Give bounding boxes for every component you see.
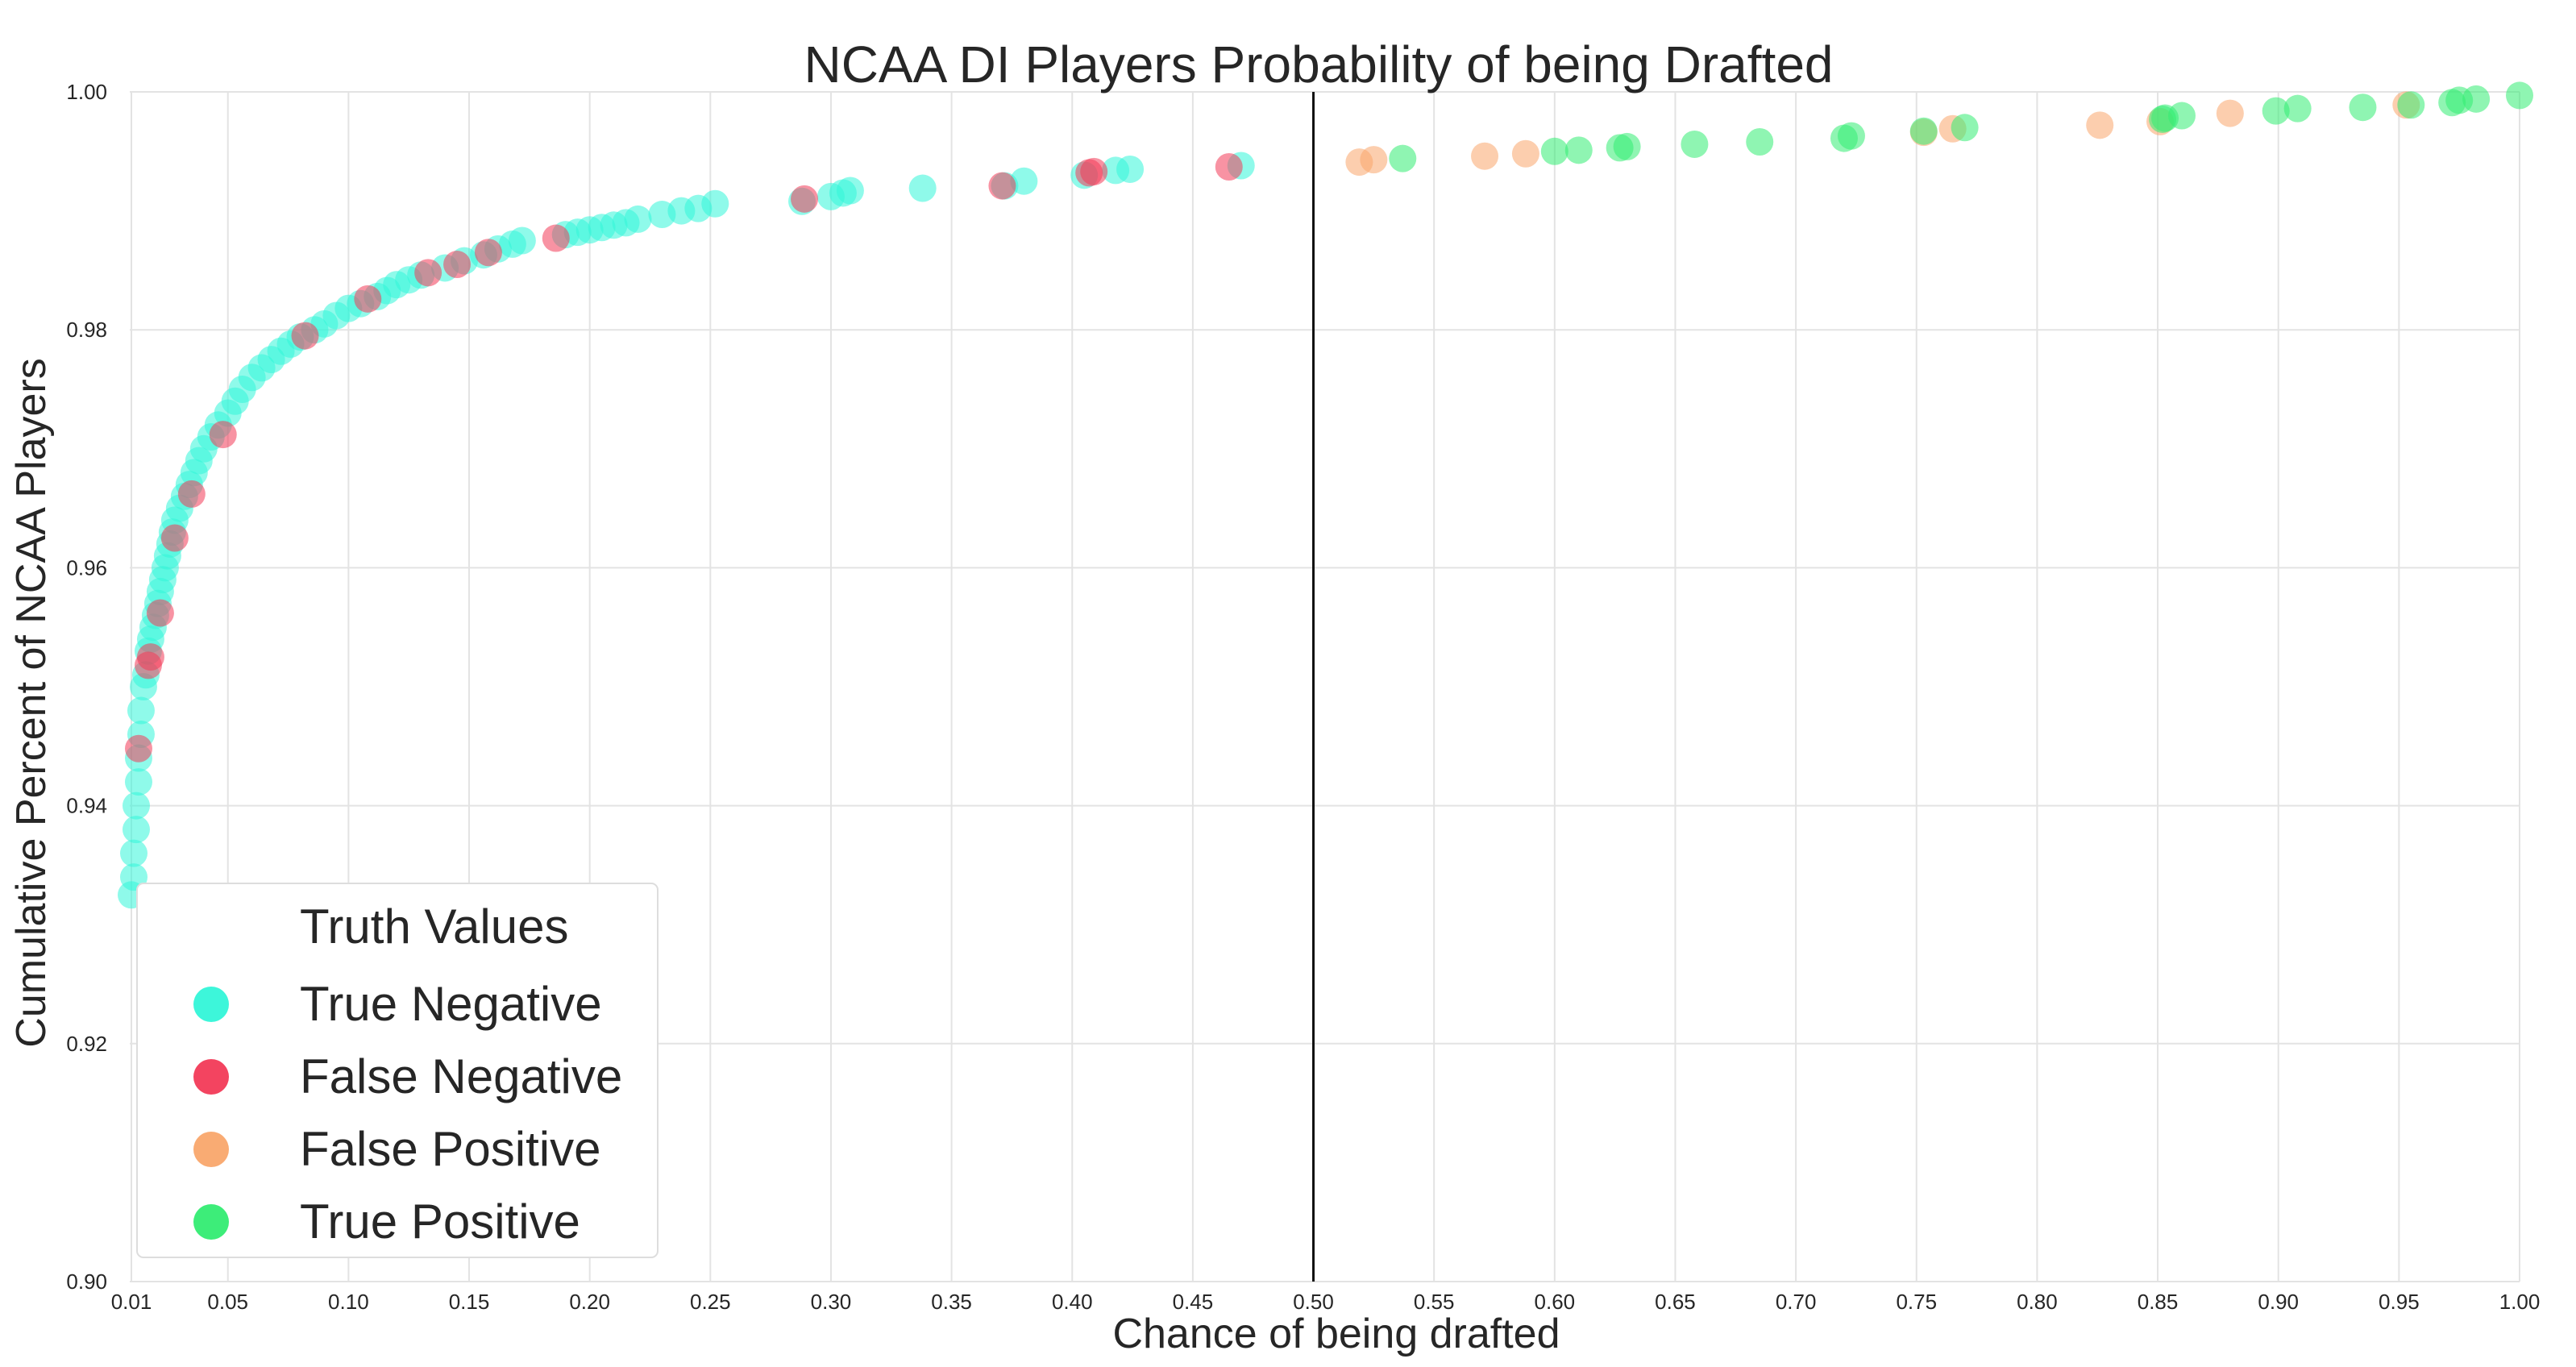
true-positive-legend-label: True Positive	[300, 1195, 580, 1249]
true-positive-point	[2167, 102, 2196, 130]
true-positive-point	[1389, 144, 1417, 172]
false-positive-point	[2216, 99, 2244, 127]
false-negative-point	[474, 239, 502, 267]
y-tick-label: 0.90	[66, 1269, 107, 1294]
x-tick-label: 0.50	[1293, 1290, 1334, 1314]
true-negative-legend-label: True Negative	[300, 977, 602, 1031]
true-negative-point	[1116, 155, 1145, 183]
x-tick-labels: 0.01 0.05 0.10 0.15 0.20 0.25 0.30 0.35 0.40 0.45…	[111, 1290, 2541, 1314]
true-positive-point	[2262, 97, 2290, 125]
false-positive-point	[1471, 142, 1499, 170]
false-negative-point	[414, 259, 442, 287]
false-negative-legend-marker	[193, 1059, 229, 1095]
true-negative-legend-marker	[193, 987, 229, 1022]
true-negative-point	[908, 174, 937, 202]
x-tick-label: 0.85	[2138, 1290, 2179, 1314]
x-tick-label: 1.00	[2499, 1290, 2541, 1314]
false-positive-legend-label: False Positive	[300, 1122, 600, 1176]
true-positive-point	[1909, 117, 1938, 145]
true-negative-point	[122, 816, 150, 844]
chart-title: NCAA DI Players Probability of being Dra…	[804, 35, 1833, 93]
x-tick-label: 0.80	[2017, 1290, 2058, 1314]
true-negative-point	[122, 792, 150, 820]
true-negative-point	[127, 696, 155, 725]
true-negative-point	[701, 189, 729, 218]
true-positive-point	[1540, 137, 1568, 165]
x-tick-label: 0.30	[811, 1290, 852, 1314]
grid-lines	[130, 91, 2520, 1282]
false-negative-point	[443, 251, 472, 279]
x-tick-label: 0.60	[1535, 1290, 1576, 1314]
x-tick-label: 0.90	[2258, 1290, 2299, 1314]
false-negative-point	[136, 643, 164, 671]
false-positive-legend-marker	[193, 1132, 229, 1167]
y-tick-label: 0.96	[66, 555, 107, 580]
x-tick-label: 0.65	[1655, 1290, 1696, 1314]
true-positive-point	[2283, 94, 2312, 123]
false-negative-point	[124, 734, 152, 762]
true-positive-point	[2349, 93, 2377, 122]
false-negative-point	[1215, 152, 1243, 181]
y-tick-label: 1.00	[66, 80, 107, 104]
x-tick-label: 0.70	[1776, 1290, 1817, 1314]
true-positive-point	[2462, 85, 2491, 113]
true-positive-point	[1951, 114, 1979, 142]
false-negative-point	[291, 322, 319, 350]
false-negative-legend-label: False Negative	[300, 1049, 622, 1103]
true-negative-point	[836, 177, 864, 205]
points-layer	[118, 81, 2533, 909]
false-negative-point	[354, 285, 382, 313]
false-negative-point	[1080, 157, 1108, 185]
x-tick-label: 0.10	[328, 1290, 369, 1314]
x-tick-label: 0.15	[449, 1290, 490, 1314]
true-positive-legend-marker	[193, 1204, 229, 1240]
false-negative-point	[988, 172, 1016, 200]
true-positive-point	[1613, 132, 1641, 160]
false-positive-point	[1511, 139, 1539, 168]
x-axis-label: Chance of being drafted	[1112, 1311, 1560, 1357]
y-tick-label: 0.98	[66, 318, 107, 342]
true-negative-point	[508, 226, 536, 255]
true-negative-point	[124, 768, 152, 796]
x-tick-label: 0.35	[931, 1290, 972, 1314]
x-tick-label: 0.55	[1414, 1290, 1455, 1314]
x-tick-label: 0.25	[690, 1290, 731, 1314]
true-negative-point	[624, 205, 652, 233]
true-positive-point	[2506, 81, 2533, 110]
x-tick-label: 0.40	[1052, 1290, 1093, 1314]
x-tick-label: 0.75	[1896, 1290, 1937, 1314]
legend: Truth Values True Negative False Negative…	[136, 883, 659, 1258]
false-negative-point	[209, 421, 237, 449]
false-positive-point	[2086, 111, 2114, 139]
x-tick-label: 0.20	[569, 1290, 610, 1314]
false-negative-point	[146, 599, 174, 627]
true-positive-point	[1746, 127, 1774, 156]
false-negative-point	[160, 524, 189, 552]
y-tick-label: 0.92	[66, 1032, 107, 1056]
legend-box	[136, 883, 659, 1258]
false-negative-point	[177, 480, 206, 508]
y-axis-label: Cumulative Percent of NCAA Players	[8, 358, 55, 1047]
true-negative-point	[119, 839, 147, 867]
true-positive-point	[2397, 91, 2425, 119]
false-negative-point	[791, 185, 819, 213]
x-tick-label: 0.45	[1173, 1290, 1214, 1314]
y-tick-labels: 0.90 0.92 0.94 0.96 0.98 1.00	[66, 80, 107, 1294]
true-positive-point	[1681, 130, 1709, 158]
true-positive-point	[1837, 122, 1865, 150]
y-tick-label: 0.94	[66, 794, 107, 818]
true-positive-point	[1564, 136, 1593, 164]
false-negative-point	[542, 224, 570, 252]
x-tick-label: 0.95	[2379, 1290, 2420, 1314]
true-negative-point	[1010, 167, 1038, 195]
legend-title: Truth Values	[300, 900, 569, 954]
x-tick-label: 0.05	[207, 1290, 248, 1314]
false-positive-point	[1360, 146, 1388, 174]
x-tick-label: 0.01	[111, 1290, 152, 1314]
